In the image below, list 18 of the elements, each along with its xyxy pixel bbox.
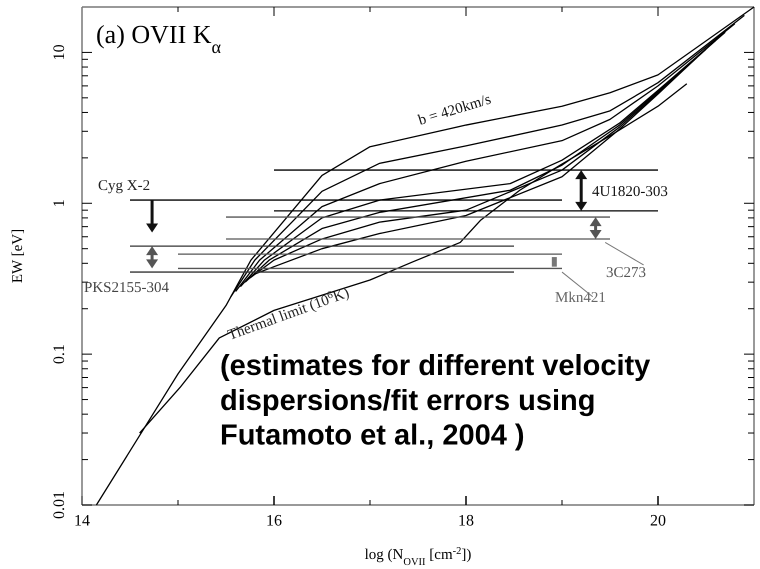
x-tick-label: 18: [458, 512, 474, 530]
y-tick-label: 0.1: [51, 344, 68, 364]
annotation: (estimates for different velocity dispersions/fit errors using Futamoto et al., 2004 ): [220, 350, 650, 452]
x-axis-title: log (N$_{OVII}$ [cm$^{-2}$]): [364, 546, 472, 568]
annotation: Mkn421: [555, 290, 606, 306]
x-tick-label: 20: [650, 512, 666, 530]
annotation: Cyg X-2: [98, 178, 150, 194]
y-tick-label: 0.01: [51, 491, 68, 519]
annotation: 4U1820-303: [592, 184, 668, 200]
y-tick-label: 1: [51, 199, 68, 208]
text: (a) OVII K$_{α}$: [96, 20, 222, 57]
annotation: PKS2155-304: [84, 280, 170, 296]
y-axis-title: EW [eV]: [10, 228, 26, 284]
x-tick-label: 16: [266, 512, 282, 530]
annotation: b = 420km/s: [416, 92, 494, 129]
y-tick-label: 10: [51, 44, 68, 60]
annotation: 3C273: [606, 265, 646, 281]
x-tick-label: 14: [74, 512, 90, 530]
